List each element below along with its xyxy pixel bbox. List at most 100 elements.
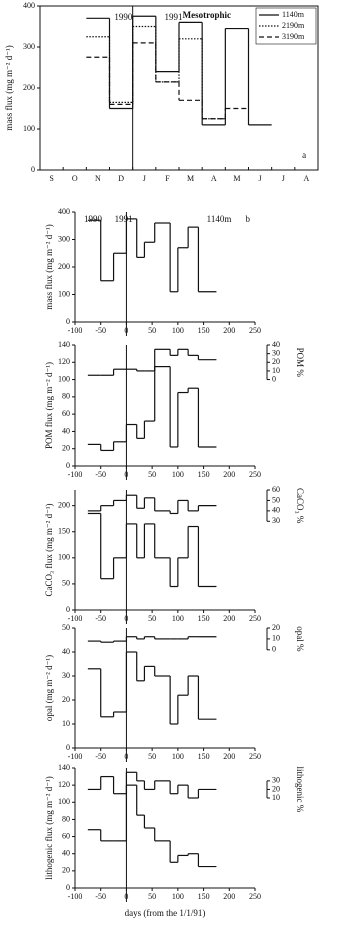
y-tick-label: 100 bbox=[58, 374, 70, 383]
x-tick-label: -100 bbox=[68, 752, 83, 761]
x-tick-label: -50 bbox=[95, 614, 106, 623]
y-tick-label: 0 bbox=[66, 317, 70, 326]
y-tick-label: 400 bbox=[23, 1, 35, 10]
y2-tick-label: 40 bbox=[272, 340, 280, 349]
x-tick-label: J bbox=[282, 174, 285, 183]
y-tick-label: 100 bbox=[23, 124, 35, 133]
y-tick-label: 20 bbox=[62, 866, 70, 875]
x-tick-label: 50 bbox=[148, 326, 156, 335]
x-tick-label: 100 bbox=[172, 614, 184, 623]
x-tick-label: 200 bbox=[223, 752, 235, 761]
y2-axis-title: lithogenic % bbox=[295, 767, 305, 813]
y-tick-label: 150 bbox=[58, 527, 70, 536]
annotation: a bbox=[302, 150, 306, 160]
y-tick-label: 60 bbox=[62, 409, 70, 418]
y-tick-label: 50 bbox=[62, 579, 70, 588]
y2-tick-label: 50 bbox=[272, 495, 280, 504]
x-axis-title: days (from the 1/1/91) bbox=[125, 908, 206, 918]
x-tick-label: -50 bbox=[95, 892, 106, 901]
x-tick-label: 100 bbox=[172, 326, 184, 335]
x-tick-label: 250 bbox=[249, 470, 261, 479]
y2-tick-label: 40 bbox=[272, 506, 280, 515]
x-tick-label: -100 bbox=[68, 470, 83, 479]
annotation: 1140m bbox=[207, 214, 232, 224]
x-tick-label: 50 bbox=[148, 614, 156, 623]
x-tick-label: 150 bbox=[198, 326, 210, 335]
y-tick-label: 0 bbox=[31, 165, 35, 174]
x-tick-label: F bbox=[165, 174, 170, 183]
x-tick-label: 100 bbox=[172, 892, 184, 901]
annotation: 1991 bbox=[164, 12, 182, 22]
y-tick-label: 400 bbox=[58, 207, 70, 216]
x-tick-label: 250 bbox=[249, 892, 261, 901]
x-tick-label: 200 bbox=[223, 892, 235, 901]
x-tick-label: 100 bbox=[172, 752, 184, 761]
y-tick-label: 140 bbox=[58, 763, 70, 772]
y-tick-label: 40 bbox=[62, 647, 70, 656]
x-tick-label: S bbox=[49, 174, 53, 183]
y-tick-label: 120 bbox=[58, 357, 70, 366]
legend-label: 2190m bbox=[282, 21, 305, 30]
y-tick-label: 50 bbox=[62, 623, 70, 632]
x-tick-label: 200 bbox=[223, 614, 235, 623]
y-tick-label: 10 bbox=[62, 719, 70, 728]
y-tick-label: 0 bbox=[66, 605, 70, 614]
x-tick-label: A bbox=[211, 174, 217, 183]
annotation: 1991 bbox=[115, 214, 133, 224]
x-tick-label: J bbox=[143, 174, 146, 183]
y2-tick-label: 20 bbox=[272, 784, 280, 793]
y-tick-label: 80 bbox=[62, 392, 70, 401]
x-tick-label: 50 bbox=[148, 470, 156, 479]
x-tick-label: 100 bbox=[172, 470, 184, 479]
y2-axis-title: opal % bbox=[295, 626, 305, 652]
y2-tick-label: 30 bbox=[272, 776, 280, 785]
y-tick-label: 120 bbox=[58, 780, 70, 789]
y-tick-label: 0 bbox=[66, 883, 70, 892]
y2-tick-label: 60 bbox=[272, 485, 280, 494]
y-tick-label: 100 bbox=[58, 797, 70, 806]
x-tick-label: -100 bbox=[68, 892, 83, 901]
y2-tick-label: 30 bbox=[272, 348, 280, 357]
y-tick-label: 20 bbox=[62, 444, 70, 453]
legend-label: 1140m bbox=[282, 10, 305, 19]
x-tick-label: -50 bbox=[95, 326, 106, 335]
x-tick-label: -50 bbox=[95, 470, 106, 479]
x-tick-label: 50 bbox=[148, 892, 156, 901]
y2-tick-label: 10 bbox=[272, 793, 280, 802]
x-tick-label: -100 bbox=[68, 326, 83, 335]
y-tick-label: 40 bbox=[62, 849, 70, 858]
x-tick-label: 250 bbox=[249, 614, 261, 623]
x-tick-label: A bbox=[304, 174, 310, 183]
y-tick-label: 40 bbox=[62, 426, 70, 435]
y2-axis-title: CaCO₃ % bbox=[295, 488, 305, 524]
y2-tick-label: 10 bbox=[272, 366, 280, 375]
x-tick-label: D bbox=[118, 174, 124, 183]
x-tick-label: 50 bbox=[148, 752, 156, 761]
y-tick-label: 200 bbox=[58, 262, 70, 271]
y-tick-label: 140 bbox=[58, 340, 70, 349]
y-tick-label: 300 bbox=[23, 42, 35, 51]
y-axis-title: mass flux (mg m⁻² d⁻¹) bbox=[4, 45, 14, 130]
annotation: Mesotrophic bbox=[183, 10, 231, 20]
legend-label: 3190m bbox=[282, 32, 305, 41]
x-tick-label: 150 bbox=[198, 470, 210, 479]
x-tick-label: M bbox=[187, 174, 194, 183]
y2-tick-label: 0 bbox=[272, 645, 276, 654]
y-tick-label: 60 bbox=[62, 831, 70, 840]
y2-axis-title: POM % bbox=[295, 348, 305, 378]
y-tick-label: 100 bbox=[58, 553, 70, 562]
y-tick-label: 30 bbox=[62, 671, 70, 680]
y-tick-label: 20 bbox=[62, 695, 70, 704]
y2-tick-label: 10 bbox=[272, 634, 280, 643]
annotation: 1990 bbox=[84, 214, 103, 224]
x-tick-label: 150 bbox=[198, 752, 210, 761]
y2-tick-label: 20 bbox=[272, 623, 280, 632]
y-axis-title: POM flux (mg m⁻² d⁻¹) bbox=[44, 362, 54, 449]
x-tick-label: 200 bbox=[223, 326, 235, 335]
annotation: 1990 bbox=[114, 12, 133, 22]
y-axis-title: opal (mg m⁻² d⁻¹) bbox=[44, 655, 54, 721]
x-tick-label: J bbox=[259, 174, 262, 183]
x-tick-label: N bbox=[95, 174, 101, 183]
y-tick-label: 200 bbox=[23, 83, 35, 92]
y-tick-label: 0 bbox=[66, 743, 70, 752]
